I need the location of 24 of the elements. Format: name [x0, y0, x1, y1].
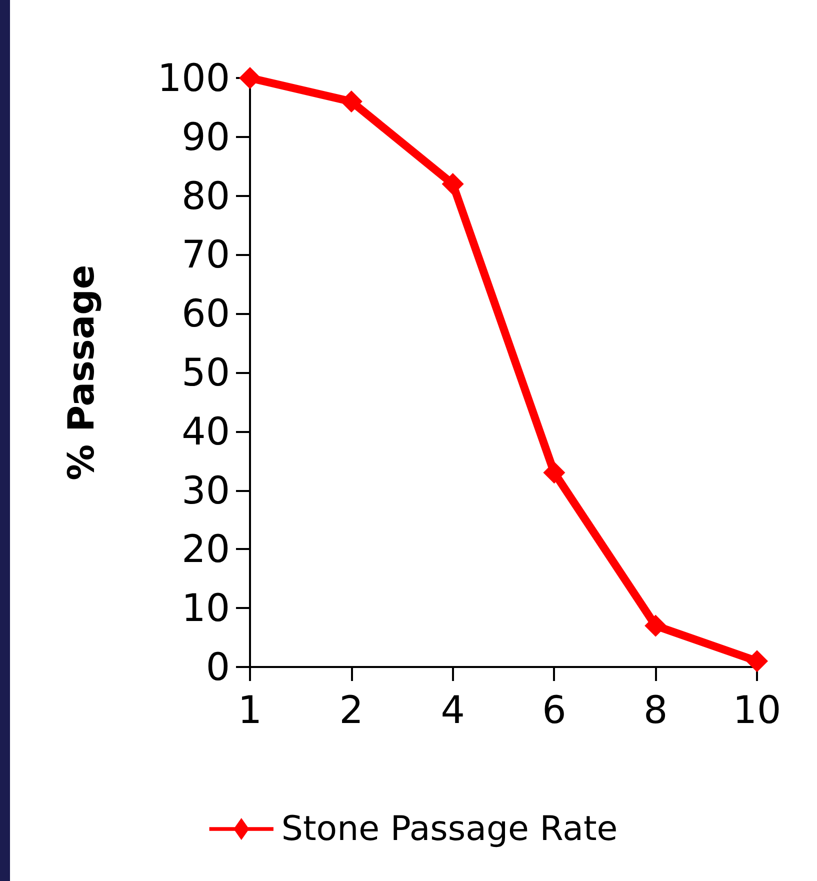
- x-tick-label: 6: [542, 688, 566, 732]
- point: [746, 650, 768, 672]
- y-tick-label: 10: [182, 586, 230, 630]
- x-tick-label: 4: [440, 688, 465, 732]
- x-tick-label: 2: [339, 688, 364, 732]
- y-tick-label: 70: [182, 232, 230, 277]
- x-tick-label: 10: [732, 688, 782, 732]
- y-tick-label: 20: [182, 527, 230, 572]
- legend-label: Stone Passage Rate: [281, 809, 618, 849]
- point: [543, 462, 566, 484]
- y-tick-label: 100: [157, 56, 230, 100]
- y-tick-label: 60: [182, 292, 230, 336]
- y-axis-title: % Passage: [62, 264, 102, 480]
- y-tick-label: 90: [182, 114, 230, 159]
- y-tick-label: 0: [206, 645, 230, 689]
- point: [442, 173, 464, 196]
- y-tick-label: 80: [182, 174, 230, 218]
- y-tick-label: 40: [182, 409, 230, 454]
- x-tick-label: 1: [238, 688, 262, 732]
- point: [239, 67, 261, 89]
- y-tick-label: 50: [182, 350, 230, 394]
- x-tick-label: 8: [644, 688, 668, 732]
- y-tick-label: 30: [182, 468, 230, 512]
- point: [644, 614, 667, 637]
